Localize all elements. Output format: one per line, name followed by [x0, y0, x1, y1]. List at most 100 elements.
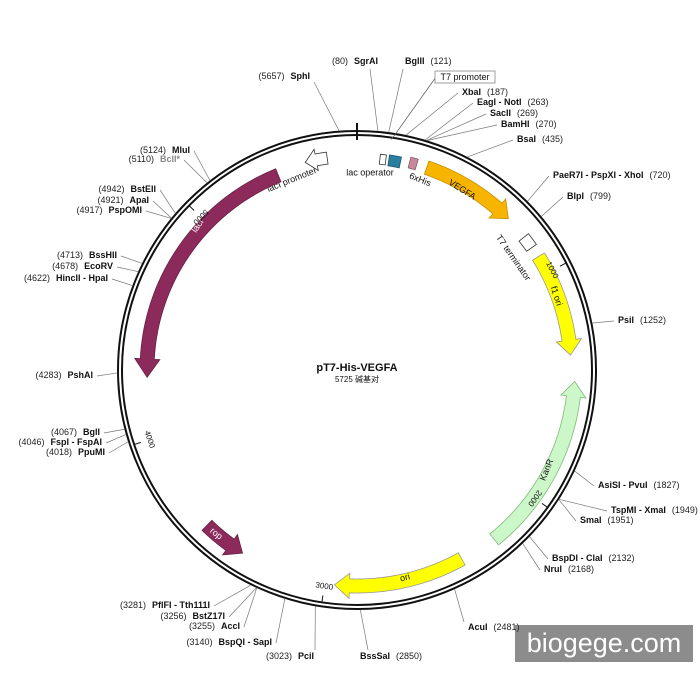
- site-label: SacII (269): [490, 108, 538, 118]
- site-position: (3256): [160, 611, 186, 621]
- site-name: ApaI: [129, 195, 149, 205]
- site-position: (187): [487, 87, 508, 97]
- site-position: (5657): [258, 71, 284, 81]
- site-name: MluI: [172, 145, 190, 155]
- site-leader: [120, 255, 143, 264]
- site-label: AsiSI - PvuI (1827): [598, 480, 680, 490]
- site-label: BsaI (435): [517, 134, 563, 144]
- site-leader: [108, 441, 129, 454]
- site-label: (4942) BstEII: [98, 184, 156, 194]
- site-name: PspOMI: [108, 205, 142, 215]
- site-leader: [103, 428, 125, 434]
- site-position: (1949): [672, 505, 698, 515]
- site-name: AsiSI - PvuI: [598, 480, 648, 490]
- site-name: BstEII: [130, 184, 156, 194]
- feature-label-box: [434, 70, 496, 84]
- site-label: NruI (2168): [544, 564, 594, 574]
- site-position: (270): [536, 119, 557, 129]
- site-name: BlpI: [567, 191, 584, 201]
- site-label: (4067) BglI: [51, 427, 100, 437]
- site-leader: [105, 434, 126, 444]
- site-position: (4067): [51, 427, 77, 437]
- site-name: BglII: [405, 56, 425, 66]
- site-name: SgrAI: [354, 56, 378, 66]
- site-leader: [243, 587, 258, 628]
- site-name: BglI: [83, 427, 100, 437]
- feature-arrow: [201, 519, 244, 556]
- site-leader: [405, 92, 459, 136]
- site-label: (5657) SphI: [258, 71, 310, 81]
- site-leader: [454, 589, 465, 623]
- site-name: PaeR7I - PspXI - XhoI: [553, 170, 644, 180]
- site-label: (4678) EcoRV: [52, 261, 113, 271]
- scale-label: 4000: [143, 429, 157, 449]
- site-position: (3140): [186, 637, 212, 647]
- site-label: AcuI (2481): [468, 622, 520, 632]
- site-position: (1252): [640, 315, 666, 325]
- site-name: SacII: [490, 108, 511, 118]
- site-leader: [529, 536, 549, 560]
- site-label: PsiI (1252): [618, 315, 666, 325]
- site-name: PflFI - Tth111I: [152, 600, 210, 610]
- site-label: BglII (121): [405, 56, 452, 66]
- feature-arrow: [304, 148, 329, 172]
- site-position: (2481): [494, 622, 520, 632]
- site-position: (1951): [608, 515, 634, 525]
- site-label: (3256) BstZ17I: [160, 611, 225, 621]
- site-position: (4622): [24, 273, 50, 283]
- site-leader: [152, 200, 172, 219]
- site-label: (3023) PciI: [266, 651, 314, 661]
- site-leader: [360, 609, 369, 651]
- scale-tick: [559, 262, 567, 267]
- site-name: BspQI - SapI: [218, 637, 272, 647]
- site-position: (263): [528, 97, 549, 107]
- site-name: BssHII: [89, 250, 117, 260]
- feature-arrow: [423, 160, 509, 220]
- site-position: (80): [332, 56, 348, 66]
- feature-arrow: [531, 252, 583, 356]
- site-leader: [427, 124, 498, 141]
- site-position: (4018): [46, 447, 72, 457]
- feature-label: lac operator: [346, 167, 394, 177]
- site-name: BstZ17I: [192, 611, 225, 621]
- site-leader: [116, 266, 139, 272]
- scale-tick: [188, 205, 195, 211]
- feature-arrow: [489, 380, 587, 546]
- site-position: (121): [431, 56, 452, 66]
- site-leader: [522, 543, 541, 571]
- site-leader: [426, 113, 487, 141]
- site-leader: [183, 159, 208, 183]
- site-leader: [111, 278, 133, 286]
- scale-label: 3000: [315, 580, 334, 592]
- site-label: PaeR7I - PspXI - XhoI (720): [553, 170, 671, 180]
- site-leader: [145, 210, 172, 219]
- site-label: BamHI (270): [501, 119, 557, 129]
- site-label: (4622) HincII - HpaI: [24, 273, 108, 283]
- site-position: (4713): [57, 250, 83, 260]
- feature-label: ori: [399, 571, 411, 583]
- site-label: SmaI (1951): [580, 515, 634, 525]
- feature-label: T7 promoter: [440, 72, 489, 82]
- site-leader: [275, 598, 286, 644]
- site-label: XbaI (187): [462, 87, 508, 97]
- site-leader: [213, 584, 251, 607]
- site-leader: [228, 587, 257, 618]
- plasmid-name: pT7-His-VEGFA: [316, 362, 397, 374]
- site-leader: [369, 68, 379, 131]
- site-position: (2132): [609, 553, 635, 563]
- watermark-box: [515, 625, 693, 662]
- site-position: (720): [650, 170, 671, 180]
- site-leader: [559, 498, 608, 512]
- site-leader: [527, 175, 550, 202]
- site-label: (4921) ApaI: [97, 195, 149, 205]
- watermark: biogege.com: [527, 628, 682, 658]
- site-position: (3281): [120, 600, 146, 610]
- site-name: TspMI - XmaI: [611, 505, 666, 515]
- scale-tick: [541, 502, 548, 508]
- site-label: (5124) MluI: [140, 145, 190, 155]
- site-name: PsiI: [618, 315, 634, 325]
- site-name: PpuMI: [78, 447, 105, 457]
- site-label: (4917) PspOMI: [76, 205, 142, 215]
- site-label: EagI - NotI (263): [477, 97, 549, 107]
